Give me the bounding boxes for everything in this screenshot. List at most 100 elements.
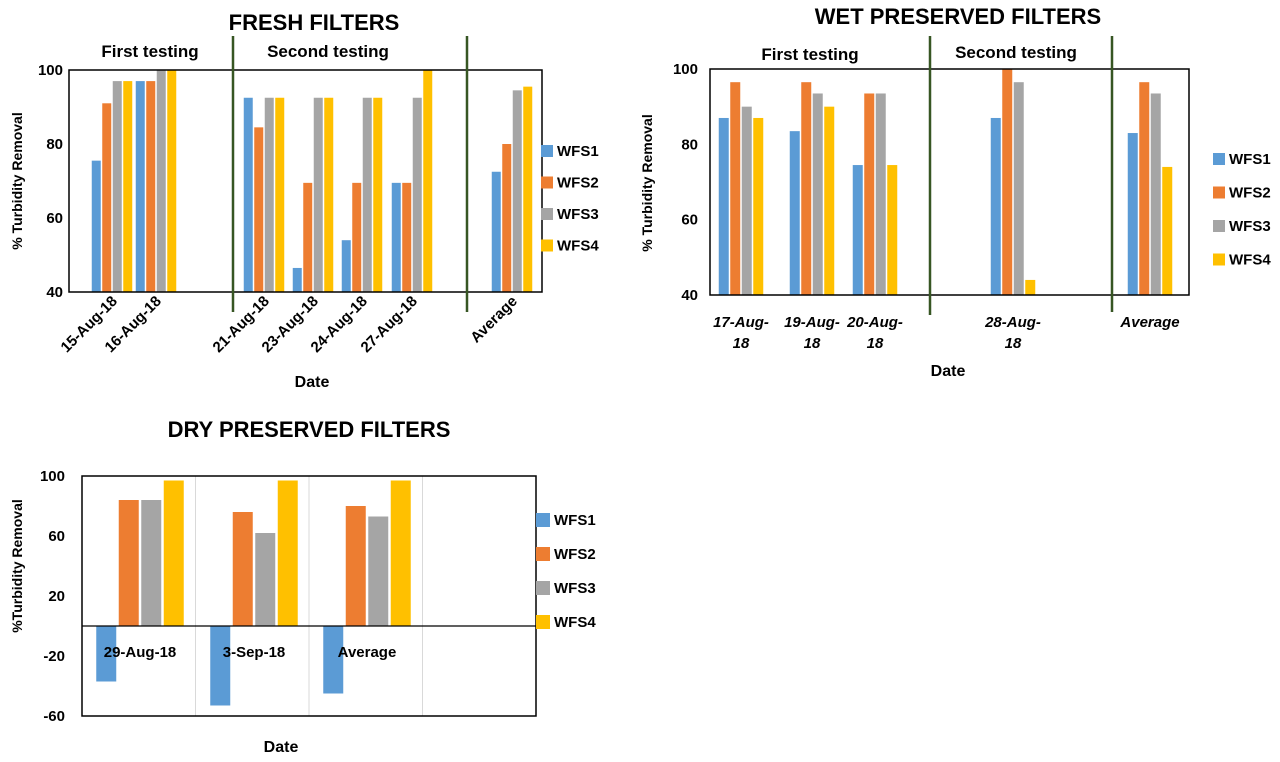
bar-wfs2-average (502, 144, 512, 292)
bar-wfs1-average (323, 626, 344, 694)
bar-wfs1-3-sep-18 (210, 626, 231, 706)
legend-swatch-wfs1 (536, 513, 550, 527)
bar-wfs2-16-aug-18 (146, 81, 156, 292)
bar-wfs3-average (512, 90, 522, 292)
chart-dry-preserved-filters: DRY PRESERVED FILTERS -60 -20 20 60 100 29-A… (9, 417, 596, 756)
y-tick-label: 60 (681, 212, 698, 229)
bar-wfs2-19-aug-18 (801, 82, 812, 295)
x-tick-label: 17-Aug-18 (713, 314, 769, 352)
legend-label-wfs4: WFS4 (1229, 252, 1271, 269)
bar-wfs4-3-sep-18 (277, 480, 298, 626)
bar-wfs2-20-aug-18 (864, 93, 875, 295)
bar-wfs1-21-aug-18 (243, 97, 253, 292)
bar-wfs4-average (523, 86, 533, 293)
bar-wfs4-20-aug-18 (887, 165, 898, 295)
legend-swatch-wfs1 (541, 145, 553, 157)
y-tick-label: -20 (43, 648, 65, 665)
bar-wfs4-19-aug-18 (824, 106, 835, 296)
legend-swatch-wfs4 (541, 239, 553, 252)
bar-wfs1-29-aug-18 (96, 626, 117, 682)
x-tick-label: Average (1119, 314, 1179, 331)
plot-area (709, 68, 1190, 296)
bar-wfs2-28-aug-18 (1002, 69, 1013, 295)
group-label-second: Second testing (955, 43, 1077, 62)
y-tick-label: 60 (46, 210, 63, 227)
bar-wfs4-21-aug-18 (275, 97, 285, 292)
bar-wfs4-15-aug-18 (123, 81, 133, 292)
group-label-second: Second testing (267, 42, 389, 61)
legend-label-wfs3: WFS3 (554, 580, 596, 597)
bar-wfs3-19-aug-18 (812, 93, 823, 295)
x-tick-label: 28-Aug-18 (984, 314, 1041, 352)
bar-wfs2-average (345, 506, 366, 626)
bar-wfs1-15-aug-18 (91, 160, 101, 292)
bar-wfs2-average (1139, 82, 1150, 295)
bar-wfs3-20-aug-18 (875, 93, 886, 295)
bar-wfs1-17-aug-18 (718, 117, 729, 295)
bar-wfs1-16-aug-18 (135, 81, 145, 292)
bar-wfs4-27-aug-18 (423, 70, 433, 292)
bar-wfs1-24-aug-18 (341, 240, 351, 292)
bar-wfs2-23-aug-18 (303, 182, 313, 292)
bar-wfs4-17-aug-18 (753, 117, 764, 295)
y-tick-label: 100 (38, 62, 63, 79)
legend-label-wfs2: WFS2 (557, 175, 599, 192)
bar-wfs4-23-aug-18 (324, 97, 334, 292)
legend-label-wfs1: WFS1 (554, 512, 596, 529)
legend-label-wfs2: WFS2 (554, 546, 596, 563)
legend-swatch-wfs4 (1213, 253, 1225, 266)
plot-area (81, 475, 537, 717)
y-tick-label: 40 (681, 287, 698, 304)
bar-wfs3-16-aug-18 (156, 70, 166, 292)
legend-label-wfs3: WFS3 (1229, 218, 1271, 235)
bar-wfs3-average (368, 516, 389, 626)
legend-swatch-wfs3 (536, 581, 550, 595)
legend-label-wfs1: WFS1 (1229, 151, 1271, 168)
bar-wfs3-21-aug-18 (264, 97, 274, 292)
x-tick-label: 20-Aug-18 (846, 314, 903, 352)
chart-wet-preserved-filters: WET PRESERVED FILTERS First testing Seco… (639, 4, 1271, 380)
bar-wfs2-21-aug-18 (254, 127, 264, 292)
bar-wfs1-19-aug-18 (789, 131, 800, 295)
legend-swatch-wfs3 (541, 208, 553, 220)
y-tick-label: -60 (43, 708, 65, 725)
bar-wfs1-27-aug-18 (391, 182, 401, 292)
bar-wfs2-3-sep-18 (232, 512, 253, 626)
y-tick-label: 80 (46, 136, 63, 153)
bar-wfs3-24-aug-18 (362, 97, 372, 292)
bar-wfs3-27-aug-18 (412, 97, 422, 292)
x-tick-label: 3-Sep-18 (223, 644, 286, 661)
bar-wfs4-24-aug-18 (373, 97, 383, 292)
legend-label-wfs1: WFS1 (557, 143, 599, 160)
x-axis-label: Date (931, 363, 966, 380)
y-axis-label: %Turbidity Removal (9, 499, 25, 633)
bar-wfs3-28-aug-18 (1013, 82, 1024, 295)
legend-swatch-wfs4 (536, 615, 550, 629)
bar-wfs3-29-aug-18 (141, 500, 162, 626)
legend-label-wfs4: WFS4 (557, 238, 599, 255)
x-tick-label: Average (338, 644, 397, 661)
bar-wfs1-average (491, 171, 501, 292)
bar-wfs2-27-aug-18 (402, 182, 412, 292)
chart-title: DRY PRESERVED FILTERS (168, 417, 451, 442)
group-label-first: First testing (761, 45, 858, 64)
bar-wfs4-28-aug-18 (1025, 279, 1036, 295)
bar-wfs2-15-aug-18 (102, 103, 112, 292)
bar-wfs1-28-aug-18 (990, 117, 1001, 295)
y-tick-label: 80 (681, 136, 698, 153)
bar-wfs1-23-aug-18 (292, 267, 302, 292)
chart-title: FRESH FILTERS (229, 10, 400, 35)
bar-wfs3-15-aug-18 (112, 81, 122, 292)
legend-label-wfs2: WFS2 (1229, 185, 1271, 202)
bar-wfs3-17-aug-18 (741, 106, 752, 296)
bar-wfs2-24-aug-18 (352, 182, 362, 292)
legend-swatch-wfs3 (1213, 220, 1225, 232)
bar-wfs1-20-aug-18 (852, 165, 863, 295)
bar-wfs3-average (1150, 93, 1161, 295)
bar-wfs3-23-aug-18 (313, 97, 323, 292)
y-tick-label: 60 (48, 528, 65, 545)
y-tick-label: 20 (48, 588, 65, 605)
x-tick-label: 19-Aug-18 (784, 314, 840, 352)
